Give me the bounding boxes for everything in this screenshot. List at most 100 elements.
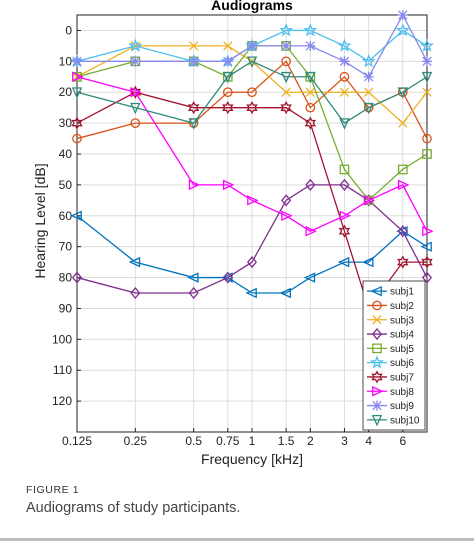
subj8-point (247, 195, 259, 206)
legend-label-subj10: subj10 (390, 415, 420, 426)
subj8-point (130, 87, 142, 98)
legend-label-subj3: subj3 (390, 315, 414, 326)
subj9-point (130, 56, 141, 67)
subj2-point (72, 133, 82, 144)
subj6-line (76, 29, 428, 63)
legend-label-subj8: subj8 (390, 387, 414, 398)
subj9-point (421, 56, 433, 67)
subj9-point (363, 71, 374, 82)
series-subj9 (71, 9, 433, 82)
subj8-point (422, 226, 434, 237)
subj2-point (281, 56, 291, 67)
y-tick-label: 50 (59, 178, 73, 192)
legend-label-subj5: subj5 (390, 344, 414, 355)
y-tick-label: 30 (59, 116, 73, 130)
x-tick-label: 0.25 (124, 434, 148, 448)
subj1-point (187, 272, 199, 283)
subj4-line (76, 184, 428, 294)
subj7-point (246, 101, 258, 115)
subj1-point (420, 241, 432, 252)
subj4-point (188, 286, 199, 300)
subj1-point (303, 272, 316, 283)
subj8-point (397, 179, 410, 191)
subj6-point (420, 38, 434, 52)
subj6-point (128, 38, 143, 52)
legend-label-subj7: subj7 (390, 372, 414, 383)
subj6-point (337, 38, 352, 52)
subj10-point (130, 102, 141, 115)
subj10-point (305, 71, 316, 84)
y-tick-label: 10 (59, 54, 73, 68)
subj9-point (281, 40, 292, 51)
legend-marker-subj4 (371, 327, 383, 341)
subj6-point (303, 23, 318, 37)
x-tick-label: 0.125 (62, 434, 92, 448)
legend-marker-subj3 (372, 315, 382, 325)
subj4-point (339, 178, 350, 191)
y-axis: 0 10 20 30 40 50 60 70 80 90 100 110 120 (52, 23, 81, 408)
subj9-point (339, 56, 350, 67)
subj1-point (70, 210, 82, 221)
subj7-point (421, 255, 433, 269)
subj4-point (71, 271, 83, 284)
y-tick-label: 90 (59, 301, 73, 315)
subj8-point (72, 71, 84, 82)
x-tick-label: 4 (365, 434, 372, 448)
subj6-point (395, 23, 410, 37)
subj10-point (246, 56, 258, 68)
subj4-point (222, 271, 233, 284)
subj10-point (71, 87, 83, 99)
subj8-point (281, 210, 293, 221)
bottom-divider (0, 538, 474, 541)
subj3-point (339, 87, 350, 97)
subj5-point (422, 149, 432, 159)
subj4-point (421, 271, 433, 284)
subj6-point (361, 54, 376, 68)
x-tick-label: 6 (399, 434, 406, 448)
y-tick-label: 80 (59, 271, 73, 285)
legend-label-subj6: subj6 (390, 358, 414, 369)
subj9-point (71, 56, 83, 67)
legend-label-subj2: subj2 (390, 301, 414, 312)
subj4-point (281, 194, 292, 207)
x-tick-label: 1.5 (278, 434, 295, 448)
subj7-point (304, 116, 317, 130)
subj8-line (76, 76, 428, 232)
subj9-point (246, 40, 258, 51)
subj1-point (245, 287, 257, 299)
legend-marker-subj9 (371, 400, 383, 411)
subj3-point (223, 41, 233, 51)
subj10-point (397, 87, 408, 99)
legend-marker-subj7 (371, 370, 383, 384)
legend-marker-subj8 (372, 386, 384, 397)
x-tick-label: 2 (307, 434, 314, 448)
audiogram-chart: Audiograms 0.125 0.25 0.5 0.75 1 1.5 2 3 4 6 0 10 2… (32, 0, 434, 467)
subj10-point (421, 71, 433, 84)
y-tick-label: 60 (59, 209, 73, 223)
y-tick-label: 40 (59, 147, 73, 161)
series-subj6 (70, 23, 434, 68)
subj9-point (222, 56, 233, 67)
figure-label: FIGURE 1 (26, 484, 80, 496)
y-tick-label: 20 (59, 85, 73, 99)
subj1-point (279, 287, 291, 299)
subj2-point (222, 87, 233, 98)
subj2-point (247, 87, 257, 98)
subj7-point (71, 116, 83, 130)
y-tick-label: 0 (65, 23, 72, 37)
series-group (70, 9, 434, 316)
subj8-point (305, 226, 317, 237)
subj2-point (422, 133, 432, 144)
x-tick-label: 3 (341, 434, 348, 448)
subj2-point (305, 102, 316, 113)
x-tick-label: 0.75 (216, 434, 240, 448)
subj5-point (397, 164, 408, 175)
subj8-point (363, 195, 376, 206)
subj10-point (339, 118, 350, 130)
y-tick-label: 110 (53, 363, 72, 377)
subj3-point (364, 87, 374, 97)
subj4-point (130, 286, 141, 300)
series-subj4 (71, 178, 433, 300)
subj3-point (281, 87, 291, 97)
subj6-point (279, 23, 294, 37)
